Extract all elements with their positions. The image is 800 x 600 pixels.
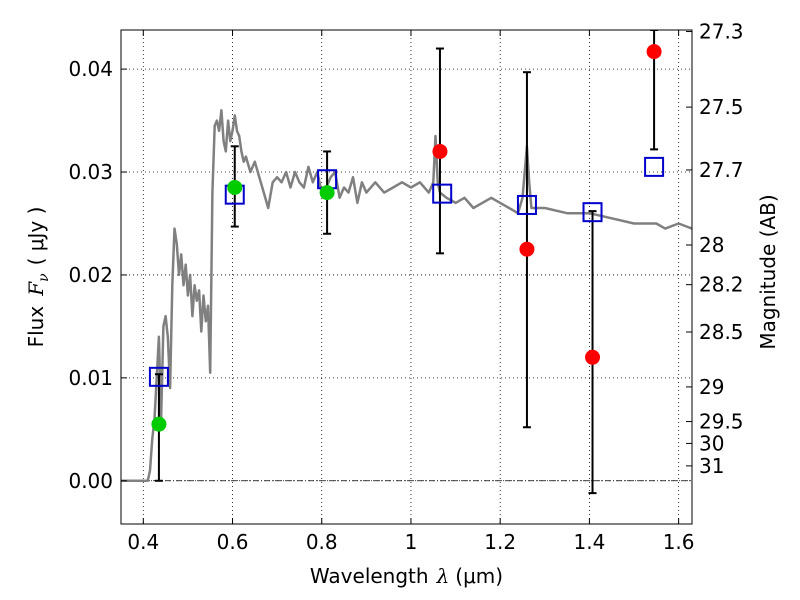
x-tick-label: 1.4 <box>573 530 605 554</box>
axis-ticks: 0.4 0.6 0.8 1 1.2 1.4 1.6 0.00 0.01 0.02 0.03 0.04 2… <box>68 20 743 554</box>
low-sn-point <box>585 349 601 365</box>
model-band-marker <box>432 183 453 204</box>
y-axis-label-unit: ( μJy ) <box>24 207 48 266</box>
magnitude-tick-label: 28.2 <box>699 273 744 297</box>
x-tick-label: 1.2 <box>484 530 516 554</box>
x-tick-label: 1 <box>405 530 418 554</box>
x-axis-label-unit: (μm) <box>455 564 503 588</box>
x-axis-label-text: Wavelength <box>310 564 429 588</box>
grid-lines <box>121 30 692 524</box>
y-axis-label-text: Flux <box>24 306 48 348</box>
y-tick-label: 0.04 <box>68 57 113 81</box>
y-axis-label-symbol: F <box>24 281 48 297</box>
model-band-marker <box>644 156 665 177</box>
y-tick-label: 0.00 <box>68 469 113 493</box>
magnitude-tick-label: 29.5 <box>699 410 744 434</box>
magnitude-tick-label: 31 <box>699 454 724 478</box>
low-sn-point <box>646 44 662 60</box>
x-tick-label: 0.6 <box>217 530 249 554</box>
magnitude-tick-label: 27.7 <box>699 158 744 182</box>
magnitude-tick-label: 27.5 <box>699 95 744 119</box>
magnitude-axis-label: Magnitude (AB) <box>756 194 780 349</box>
model-band-marker <box>582 202 603 223</box>
low-sn-point <box>432 143 448 159</box>
y-axis-label: Flux Fν ( μJy ) <box>24 207 52 348</box>
y-tick-label: 0.01 <box>68 366 113 390</box>
model-spectrum-line <box>121 109 692 483</box>
model-band-marker <box>148 366 169 387</box>
low-sn-point <box>519 241 535 257</box>
detected-point <box>319 185 335 201</box>
x-axis-label: Wavelength λ (μm) <box>310 564 503 588</box>
x-tick-label: 0.8 <box>306 530 338 554</box>
y-tick-label: 0.03 <box>68 160 113 184</box>
y-tick-label: 0.02 <box>68 263 113 287</box>
model-band-marker <box>516 194 537 215</box>
magnitude-tick-label: 27.3 <box>699 20 744 44</box>
magnitude-tick-label: 28 <box>699 233 724 257</box>
magnitude-tick-label: 28.5 <box>699 320 744 344</box>
detected-point <box>227 179 243 195</box>
x-axis-label-symbol: λ <box>436 564 450 588</box>
detected-point <box>151 416 167 432</box>
magnitude-tick-label: 29 <box>699 375 724 399</box>
x-tick-label: 0.4 <box>127 530 159 554</box>
plot-area <box>121 30 692 495</box>
plot-content <box>121 30 692 495</box>
plot-frame <box>120 29 693 525</box>
y-axis-label-subscript: ν <box>36 273 52 282</box>
magnitude-tick-label: 30 <box>699 431 724 455</box>
x-tick-label: 1.6 <box>663 530 695 554</box>
